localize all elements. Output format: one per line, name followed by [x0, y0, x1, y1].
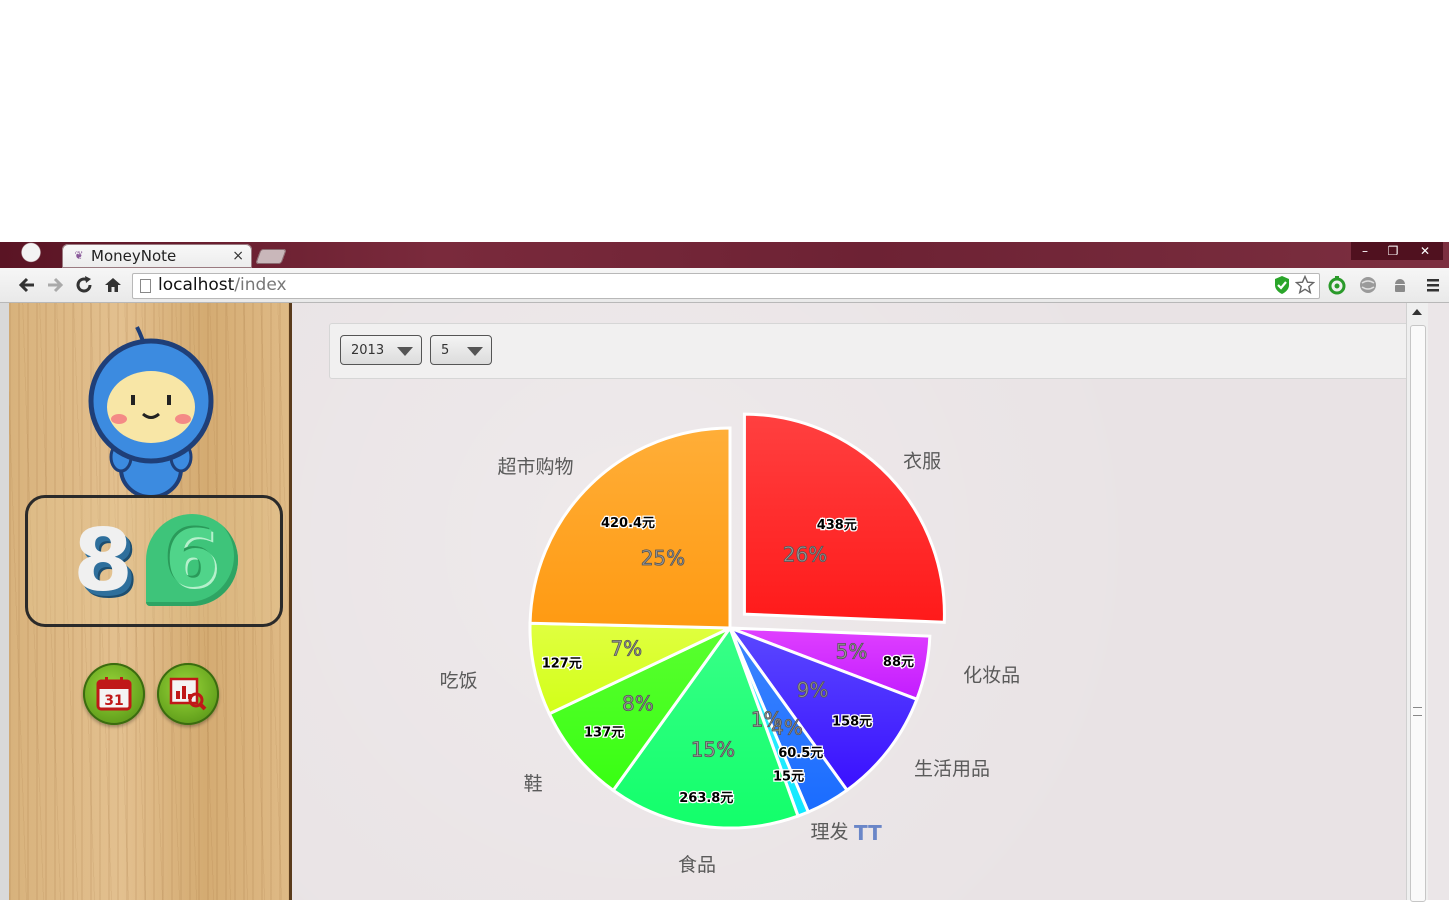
slice-amount-label: 158元 — [832, 714, 872, 729]
shield-check-icon[interactable] — [1272, 275, 1292, 295]
forward-icon[interactable] — [44, 274, 66, 296]
slice-amount-label: 438元 — [817, 518, 857, 533]
slice-percent-label: 7% — [610, 637, 642, 661]
slice-percent-label: 25% — [641, 546, 685, 570]
slice-amount-label: 88元 — [883, 655, 914, 670]
year-select[interactable]: 2013 — [340, 335, 422, 365]
page-icon — [140, 279, 151, 293]
chevron-down-icon — [467, 347, 483, 356]
slice-percent-label: 26% — [783, 542, 827, 566]
home-icon[interactable] — [102, 274, 124, 296]
chevron-down-icon — [397, 347, 413, 356]
slice-amount-label: 137元 — [584, 726, 624, 741]
window-titlebar: ❦ MoneyNote × – ❐ ✕ — [0, 242, 1449, 268]
reload-icon[interactable] — [73, 274, 95, 296]
slice-percent-label: 5% — [836, 639, 868, 663]
slice-category-label: 化妆品 — [963, 664, 1020, 686]
pie-slice[interactable] — [528, 426, 732, 630]
browser-user-icon[interactable] — [20, 242, 42, 268]
slice-percent-label: 15% — [691, 737, 735, 761]
filter-bar: 2013 5 — [329, 323, 1427, 379]
tab-title: MoneyNote — [91, 247, 177, 265]
calendar-icon-text: 31 — [104, 693, 123, 709]
scrollbar-thumb[interactable] — [1410, 325, 1426, 902]
day-digit: 8 — [73, 511, 133, 611]
month-digit: 6 — [164, 515, 220, 605]
slice-amount-label: 420.4元 — [601, 516, 655, 531]
slice-category-label: 鞋 — [524, 773, 543, 795]
slice-amount-label: 60.5元 — [778, 746, 823, 761]
pie-slice[interactable] — [742, 412, 946, 624]
restore-button[interactable]: ❐ — [1379, 242, 1407, 260]
extension-recycle-icon[interactable] — [1327, 275, 1347, 295]
slice-category-label: 生活用品 — [914, 758, 990, 780]
extension-globe-icon[interactable] — [1358, 275, 1378, 295]
slice-percent-label: 8% — [622, 691, 654, 715]
month-badge: 6 — [146, 514, 238, 606]
page-viewport: 8 6 31 — [0, 303, 1449, 902]
pie-slice[interactable] — [547, 626, 732, 793]
bookmark-star-icon[interactable] — [1294, 274, 1316, 295]
slice-category-label: 衣服 — [903, 450, 941, 472]
main-panel: 26% 438元 衣服 5% 88元化妆品 9% 158元生活用品 4% 60.5元 1% 15元理… — [292, 303, 1428, 902]
calendar-icon: 31 — [96, 677, 132, 711]
slice-category-label: 食品 — [678, 854, 716, 876]
chart-annotation: TT — [854, 821, 882, 845]
month-select[interactable]: 5 — [430, 335, 492, 365]
close-window-button[interactable]: ✕ — [1407, 242, 1443, 260]
month-select-value: 5 — [441, 343, 450, 358]
slice-amount-label: 127元 — [542, 656, 582, 671]
slice-percent-label: 4% — [771, 716, 803, 740]
year-select-value: 2013 — [351, 343, 385, 358]
scroll-up-icon[interactable] — [1412, 309, 1422, 315]
pie-slice[interactable] — [611, 624, 800, 830]
minimize-button[interactable]: – — [1351, 242, 1379, 260]
slice-category-label: 超市购物 — [498, 456, 574, 478]
url-text: localhost/index — [158, 275, 287, 295]
sidebar: 8 6 31 — [9, 303, 292, 900]
back-icon[interactable] — [16, 274, 38, 296]
date-display: 8 6 — [25, 495, 283, 627]
pie-slice[interactable] — [725, 624, 919, 793]
slice-percent-label: 9% — [797, 678, 829, 702]
slice-percent-label: 1% — [751, 708, 783, 732]
mascot-character-icon — [88, 326, 214, 495]
report-search-button[interactable] — [157, 663, 219, 725]
tab-moneynote[interactable]: ❦ MoneyNote × — [62, 244, 252, 268]
menu-icon[interactable] — [1423, 275, 1443, 295]
address-bar[interactable]: localhost/index — [132, 273, 1320, 299]
vertical-scrollbar[interactable] — [1406, 303, 1428, 902]
extension-android-icon[interactable] — [1390, 275, 1410, 295]
tab-close-icon[interactable]: × — [232, 248, 244, 264]
browser-toolbar: localhost/index — [0, 268, 1449, 303]
favicon-icon: ❦ — [74, 249, 84, 262]
slice-category-label: 理发 — [811, 821, 849, 843]
report-search-icon — [169, 677, 207, 711]
slice-amount-label: 15元 — [773, 769, 804, 784]
slice-amount-label: 263.8元 — [679, 791, 733, 806]
calendar-button[interactable]: 31 — [83, 663, 145, 725]
new-tab-button[interactable] — [255, 249, 287, 264]
slice-category-label: 吃饭 — [440, 670, 478, 692]
scrollbar-grip-icon — [1413, 707, 1422, 716]
